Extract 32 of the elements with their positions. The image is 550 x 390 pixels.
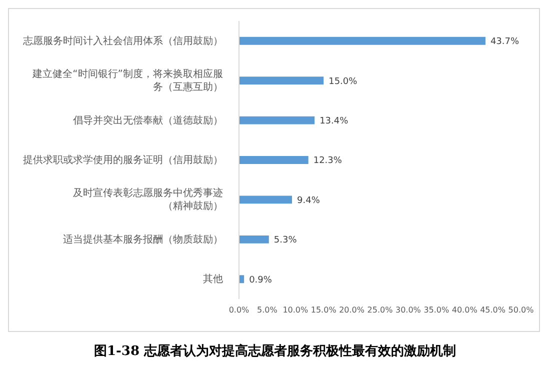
bar (239, 76, 324, 85)
data-label: 15.0% (328, 76, 358, 87)
y-tick-label: 志愿服务时间计入社会信用体系（信用鼓励） (23, 34, 223, 47)
data-label: 12.3% (313, 156, 342, 166)
x-tick-label: 0.0% (228, 306, 250, 315)
data-label: 9.4% (297, 196, 320, 206)
y-tick-label: 建立健全“时间银行”制度，将来换取相应服务（互惠互助） (32, 68, 223, 93)
x-tick-label: 50.0% (508, 306, 534, 315)
y-tick-label: 其他 (203, 272, 223, 285)
y-tick-label: 及时宣传表彰志愿服务中优秀事迹（精神鼓励） (73, 186, 223, 212)
x-tick-label: 5.0% (257, 306, 278, 315)
x-tick-label: 30.0% (395, 306, 422, 315)
x-tick-label: 10.0% (282, 306, 308, 315)
y-tick-label: 适当提供基本服务报酬（物质鼓励） (63, 233, 223, 246)
data-label: 43.7% (490, 37, 520, 48)
y-tick-label: 倡导并突出无偿奉献（道德鼓励） (73, 114, 223, 126)
x-tick-label: 25.0% (367, 306, 394, 315)
y-tick-label: 提供求职或求学使用的服务证明（信用鼓励） (23, 154, 223, 166)
bar (239, 116, 315, 124)
text: 图1-38 志愿者认为对提高志愿者服务积极性最有效的激励机制 (92, 342, 458, 360)
x-tick-label: 20.0% (339, 306, 365, 315)
data-label: 5.3% (274, 236, 298, 246)
x-tick-label: 45.0% (480, 306, 506, 315)
data-label: 13.4% (320, 116, 349, 126)
data-label: 0.9% (249, 275, 272, 286)
bar (239, 36, 486, 45)
bar (239, 156, 308, 164)
x-tick-label: 40.0% (452, 306, 478, 315)
bar (239, 196, 292, 204)
x-tick-label: 35.0% (424, 306, 450, 315)
bar (239, 235, 269, 244)
x-tick-label: 15.0% (310, 306, 337, 315)
